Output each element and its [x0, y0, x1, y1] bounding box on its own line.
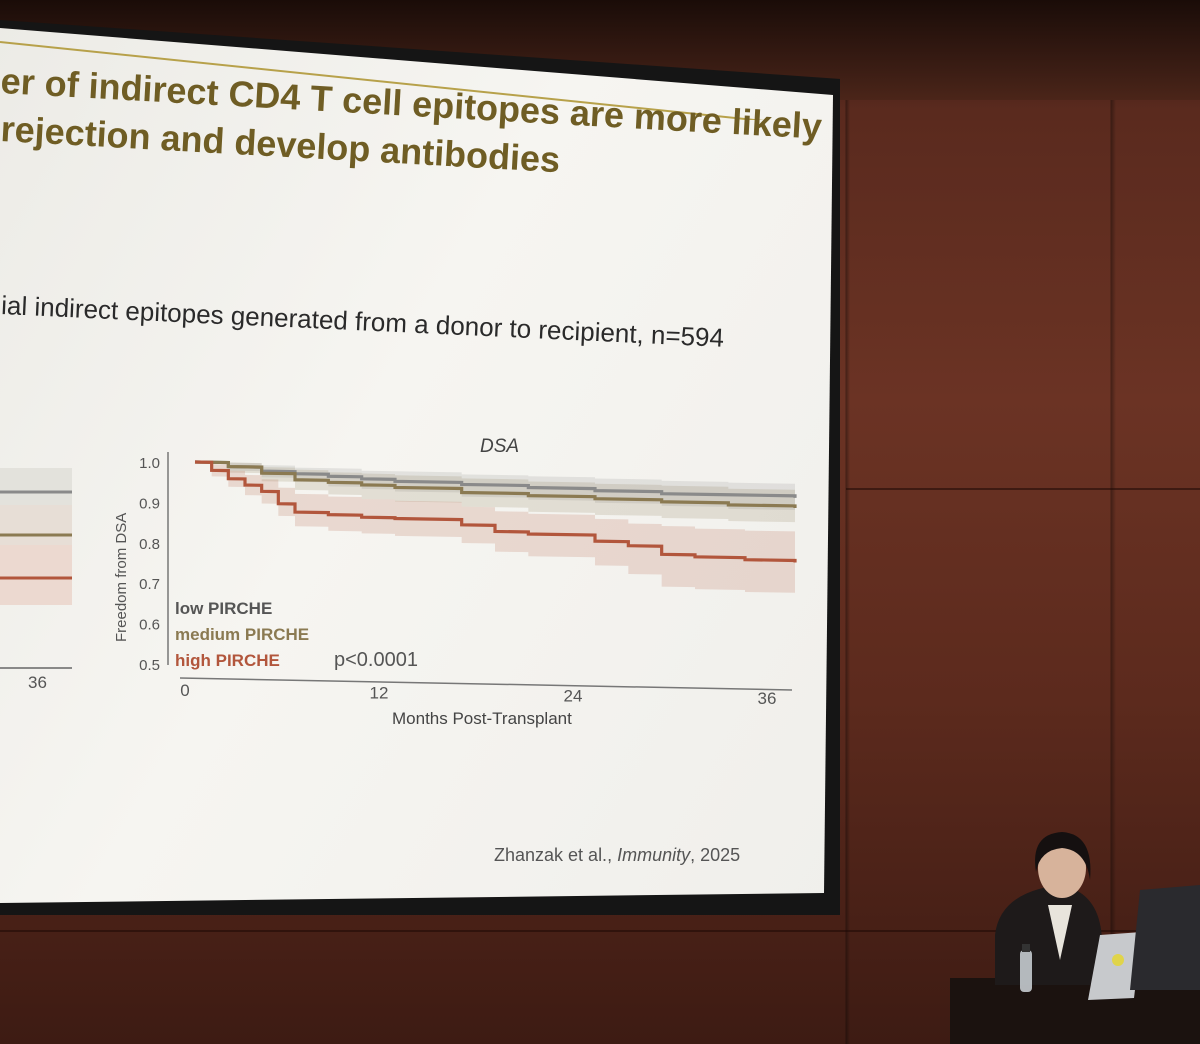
km-chart: 0.5 0.6 0.7 0.8 0.9 1.0 0 12 24 36 DSA Months Po…: [113, 436, 797, 728]
x-tick-label: 36: [758, 689, 777, 708]
survival-curves: [194, 460, 797, 563]
water-bottle: [1020, 950, 1032, 992]
legend-entry-medium-pirche: medium PIRCHE: [175, 625, 309, 644]
series-line-high-pirche: [194, 460, 797, 563]
laptop: [1088, 932, 1142, 1000]
x-tick-label: 24: [564, 686, 583, 705]
y-tick-label: 0.9: [139, 495, 160, 512]
slide: er of indirect CD4 T cell epitopes are m…: [0, 28, 833, 903]
x-axis: [179, 677, 793, 691]
wall-panel-seam: [0, 930, 1200, 932]
legend-entry-high-pirche: high PIRCHE: [175, 651, 280, 670]
title-rule: [0, 41, 833, 120]
y-tick-label: 0.5: [139, 657, 160, 674]
citation-authors: Zhanzak et al.,: [494, 845, 618, 865]
y-tick-label: 0.8: [139, 536, 160, 553]
presenter-body: [995, 885, 1102, 985]
y-tick-labels: 0.5 0.6 0.7 0.8 0.9 1.0: [139, 455, 160, 674]
x-tick-label: 12: [370, 684, 389, 703]
legend: low PIRCHE medium PIRCHE high PIRCHE: [175, 599, 309, 670]
presenter-shirt: [1048, 905, 1072, 960]
y-tick-label: 1.0: [139, 455, 160, 472]
y-tick-label: 0.6: [139, 617, 160, 634]
x-axis-label: Months Post-Transplant: [392, 709, 572, 728]
y-tick-label: 0.7: [139, 576, 160, 593]
legend-entry-low-pirche: low PIRCHE: [175, 599, 272, 618]
citation-journal: Immunity: [617, 845, 691, 865]
left-chart-tick-label: 36: [28, 673, 47, 692]
p-value-annotation: p<0.0001: [334, 649, 418, 671]
water-bottle-cap: [1022, 944, 1030, 952]
x-tick-label: 0: [180, 681, 189, 700]
presenter-face: [1038, 838, 1086, 898]
y-axis-label: Freedom from DSA: [113, 513, 130, 642]
series-line-medium-pirche: [194, 460, 797, 508]
chart-title: DSA: [480, 436, 519, 457]
left-chart-fragment: 36: [0, 468, 72, 692]
x-tick-labels: 0 12 24 36: [180, 681, 776, 708]
presenter-hair: [1035, 832, 1091, 880]
citation-year: , 2025: [690, 845, 741, 865]
citation: Zhanzak et al., Immunity, 2025: [494, 845, 740, 866]
laptop-sticker: [1112, 954, 1124, 966]
monitor: [1130, 885, 1200, 990]
wall-panel-seam: [846, 488, 1200, 490]
